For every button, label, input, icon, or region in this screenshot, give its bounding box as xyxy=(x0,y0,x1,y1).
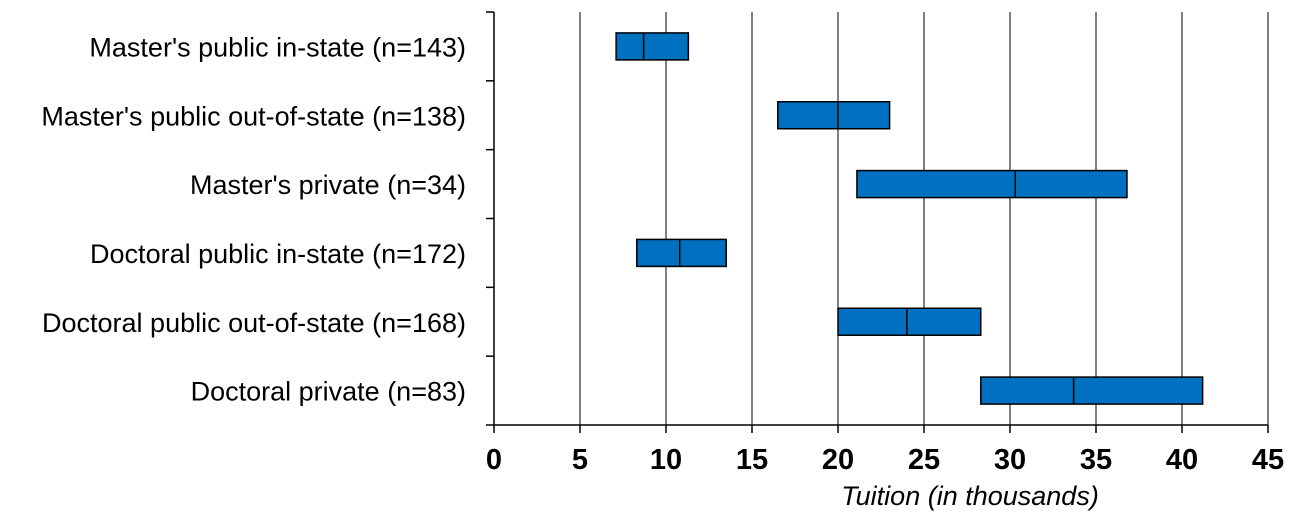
x-tick-labels: 0 5 10 15 20 25 30 35 40 45 xyxy=(486,444,1284,476)
x-axis-title: Tuition (in thousands) xyxy=(841,481,1099,511)
x-tick-label-30: 30 xyxy=(994,444,1026,476)
y-axis-ticks xyxy=(486,11,494,426)
category-label-2: Master's private (n=34) xyxy=(190,170,466,200)
category-label-1: Master's public out-of-state (n=138) xyxy=(41,101,466,131)
category-label-5: Doctoral private (n=83) xyxy=(191,377,466,407)
gridlines xyxy=(579,12,1269,425)
x-tick-label-10: 10 xyxy=(650,444,682,476)
category-label-4: Doctoral public out-of-state (n=168) xyxy=(42,308,466,338)
x-axis-ticks xyxy=(493,425,1269,433)
x-tick-label-15: 15 xyxy=(736,444,768,476)
x-tick-label-40: 40 xyxy=(1166,444,1198,476)
category-label-3: Doctoral public in-state (n=172) xyxy=(90,239,466,269)
boxes xyxy=(615,32,1204,405)
box-1 xyxy=(777,101,891,130)
x-tick-label-25: 25 xyxy=(908,444,940,476)
box-0 xyxy=(615,32,690,61)
x-tick-label-0: 0 xyxy=(486,444,502,476)
category-labels: Master's public in-state (n=143) Master's… xyxy=(41,32,466,406)
x-tick-label-5: 5 xyxy=(572,444,588,476)
box-5 xyxy=(980,376,1204,405)
category-label-0: Master's public in-state (n=143) xyxy=(89,32,466,62)
x-tick-label-45: 45 xyxy=(1252,444,1284,476)
box-2 xyxy=(856,169,1128,199)
box-3 xyxy=(636,238,727,268)
x-tick-label-35: 35 xyxy=(1080,444,1112,476)
box-4 xyxy=(837,307,982,336)
x-tick-label-20: 20 xyxy=(822,444,854,476)
